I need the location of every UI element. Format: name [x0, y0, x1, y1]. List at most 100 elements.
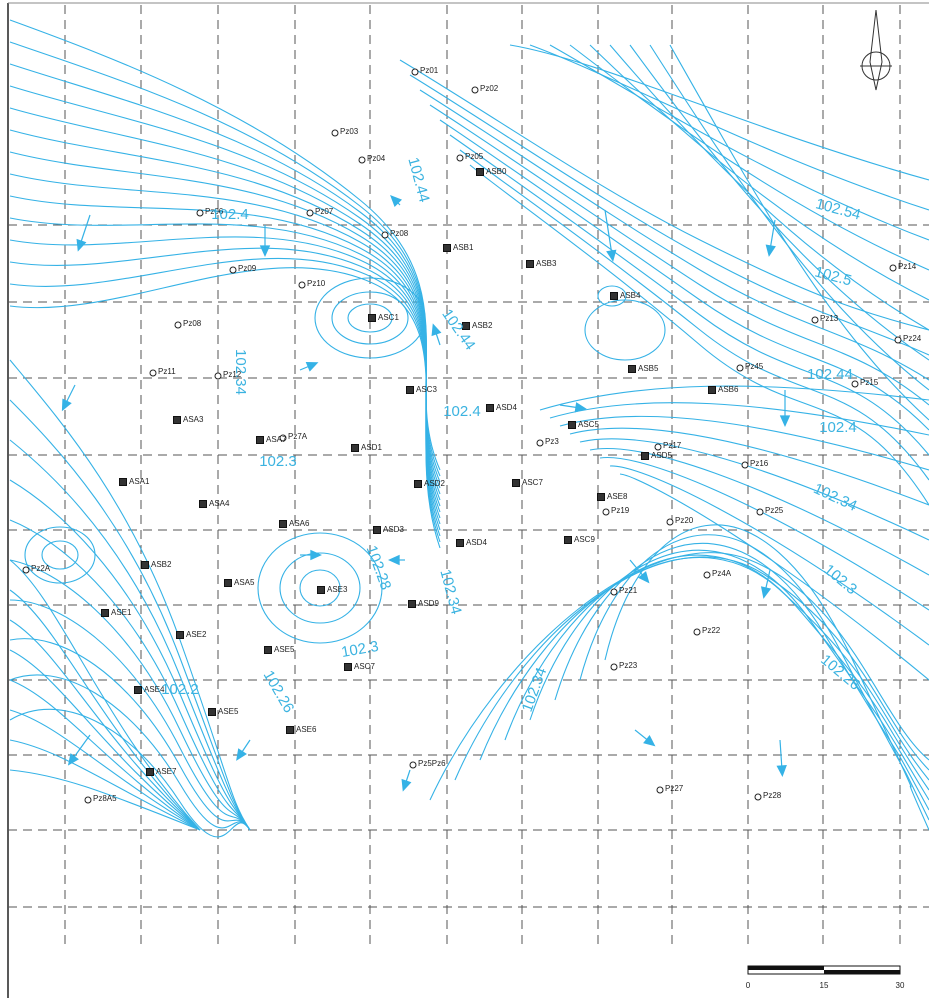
sensor-label: ASA7 — [266, 435, 287, 444]
piezometer-label: Pz01 — [420, 66, 439, 75]
contour-line — [569, 427, 929, 506]
sensor — [344, 663, 352, 671]
sensor — [597, 493, 605, 501]
piezometer-label: Pz17 — [663, 441, 682, 450]
piezometer — [411, 68, 419, 76]
arrow-head — [390, 195, 402, 207]
piezometer — [756, 508, 764, 516]
arrow-head — [638, 571, 650, 584]
sensor-label: ASD4 — [466, 538, 487, 547]
piezometer — [666, 518, 674, 526]
sensor-label: ASD9 — [418, 599, 439, 608]
arrow-head — [574, 402, 587, 413]
contour-ring — [584, 299, 666, 361]
flow-arrows — [61, 195, 791, 792]
contour-line — [449, 134, 929, 456]
contour-label: 102.34 — [519, 665, 551, 714]
piezometer-label: Pz12 — [223, 370, 242, 379]
contour-ring — [41, 540, 79, 570]
arrow-head — [431, 323, 442, 337]
piezometer-label: Pz02 — [480, 84, 499, 93]
scale-label: 0 — [746, 981, 751, 990]
sensor — [462, 322, 470, 330]
scale-bar: 0 15 30 — [746, 965, 905, 990]
contour-line — [409, 74, 929, 356]
piezometer — [298, 281, 306, 289]
piezometer-label: Pz45 — [745, 362, 764, 371]
contour-line — [649, 44, 929, 391]
sensor-label: ASE7 — [156, 767, 177, 776]
piezometer — [851, 380, 859, 388]
contour-line — [399, 59, 929, 331]
contour-line — [609, 44, 929, 331]
piezometer — [229, 266, 237, 274]
piezometer-label: Pz2A — [31, 564, 51, 573]
contour-label: 102.4 — [443, 403, 481, 420]
sensor — [173, 416, 181, 424]
piezometer-label: Pz16 — [750, 459, 769, 468]
sensor-label: ASC7 — [522, 478, 543, 487]
sensor-label: ASE1 — [111, 608, 132, 617]
piezometer-label: Pz25 — [765, 506, 784, 515]
sensor — [317, 586, 325, 594]
sensor-label: ASB2 — [151, 560, 172, 569]
contour-line — [589, 44, 929, 301]
sensor — [256, 436, 264, 444]
piezometer-label: Pz04 — [367, 154, 386, 163]
sensor — [264, 646, 272, 654]
piezometer-label: Pz24 — [903, 334, 922, 343]
piezometer — [149, 369, 157, 377]
contour-line — [439, 119, 929, 431]
contour-line — [604, 524, 929, 831]
contour-line — [9, 599, 251, 831]
piezometer — [693, 628, 701, 636]
contour-line — [459, 149, 929, 481]
contour-line — [599, 456, 929, 611]
contour-line — [9, 236, 441, 531]
contour-line — [9, 649, 201, 831]
contour-line — [579, 534, 929, 821]
contour-line — [504, 554, 929, 791]
contour-label: 102.26 — [260, 668, 298, 716]
contour-line — [9, 195, 441, 519]
piezometer-label: Pz06 — [205, 207, 224, 216]
contour-label: 102.54 — [814, 195, 863, 223]
sensor — [368, 314, 376, 322]
sensor — [476, 168, 484, 176]
sensor-label: ASD4 — [496, 403, 517, 412]
sensor-label: ASE5 — [218, 707, 239, 716]
sensor-label: ASE3 — [327, 585, 348, 594]
piezometer-label: Pz23 — [619, 661, 638, 670]
contour-label: 102.34 — [811, 480, 860, 515]
piezometer — [358, 156, 366, 164]
arrow-head — [643, 735, 656, 747]
contour-line — [549, 44, 929, 241]
sensor-label: ASA3 — [183, 415, 204, 424]
contour-label: 102.44 — [404, 155, 432, 204]
arrow-head — [76, 238, 87, 252]
contour-line — [609, 465, 929, 646]
sensor-label: ASB1 — [453, 243, 474, 252]
scale-label: 30 — [896, 981, 905, 990]
arrow-head — [776, 764, 787, 777]
piezometer — [409, 761, 417, 769]
contour-label: 102.28 — [363, 543, 395, 592]
sensor-label: ASA6 — [289, 519, 310, 528]
piezometer — [22, 566, 30, 574]
contour-label: 102.34 — [232, 349, 249, 395]
sensor-label: ASD1 — [361, 443, 382, 452]
sensor-label: ASB0 — [486, 167, 507, 176]
contour-line — [9, 679, 201, 831]
sensor-label: ASC9 — [574, 535, 595, 544]
contour-line — [9, 399, 251, 831]
sensor — [641, 452, 649, 460]
arrow-head — [779, 415, 791, 427]
sensor — [526, 260, 534, 268]
sensor-label: ASE6 — [296, 725, 317, 734]
sensor — [119, 478, 127, 486]
contour-label: 102.4 — [211, 206, 249, 223]
contour-line — [9, 769, 201, 831]
contour-ring — [24, 526, 96, 584]
contour-line — [429, 104, 929, 406]
